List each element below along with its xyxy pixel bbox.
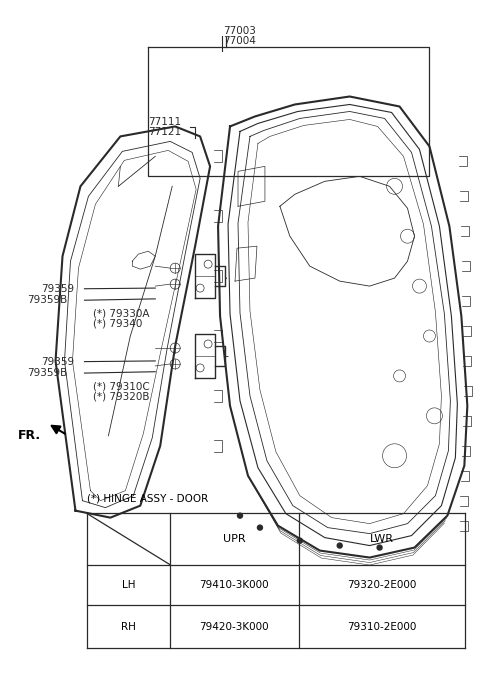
Text: (*) 79340: (*) 79340 [93,319,142,329]
Circle shape [377,545,382,550]
Text: 79359B: 79359B [27,368,67,378]
Text: UPR: UPR [223,534,246,544]
Text: 79359: 79359 [41,284,74,294]
Text: 79320-2E000: 79320-2E000 [347,580,417,590]
Text: 79359B: 79359B [27,295,67,306]
Text: 77121: 77121 [148,126,181,137]
Text: RH: RH [121,622,136,632]
Text: 77111: 77111 [148,117,181,127]
Text: 77004: 77004 [223,37,256,46]
Circle shape [238,513,242,518]
Text: (*) HINGE ASSY - DOOR: (*) HINGE ASSY - DOOR [87,493,208,504]
Text: LWR: LWR [370,534,394,544]
Circle shape [337,543,342,548]
Text: 79420-3K000: 79420-3K000 [200,622,269,632]
Text: 79359: 79359 [41,357,74,366]
Text: FR.: FR. [17,429,41,441]
Text: (*) 79310C: (*) 79310C [93,381,149,391]
Text: 77003: 77003 [223,26,256,36]
Text: (*) 79330A: (*) 79330A [93,309,149,318]
Circle shape [257,525,263,530]
Text: 79310-2E000: 79310-2E000 [347,622,417,632]
Text: (*) 79320B: (*) 79320B [93,391,149,402]
Circle shape [297,538,302,543]
Text: LH: LH [122,580,135,590]
Text: 79410-3K000: 79410-3K000 [200,580,269,590]
